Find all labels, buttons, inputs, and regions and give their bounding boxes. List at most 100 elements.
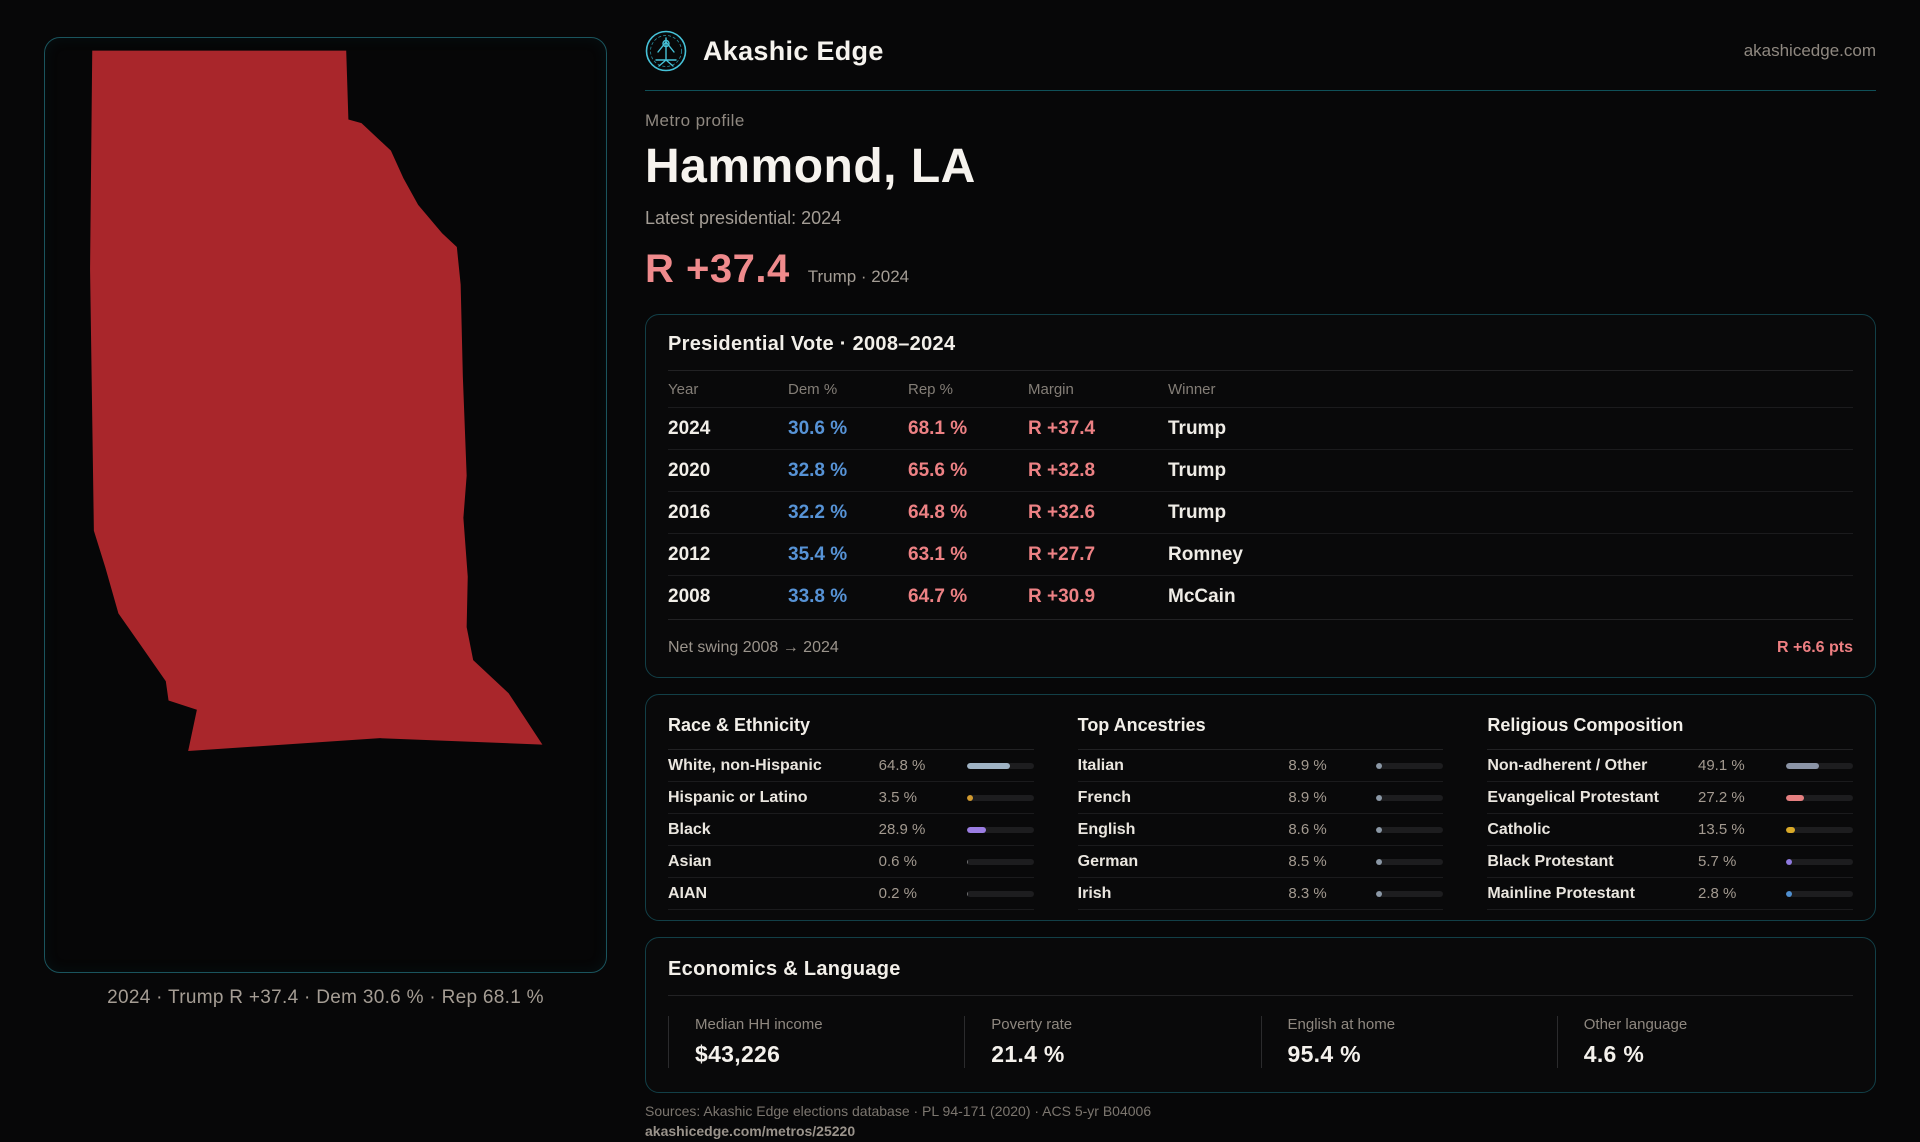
- demographic-value: 2.8 %: [1698, 885, 1772, 902]
- page-title: Hammond, LA: [645, 139, 1876, 194]
- vote-rep-pct: 68.1 %: [908, 418, 1008, 440]
- vote-margin: R +30.9: [1028, 586, 1148, 608]
- demographic-bar-track: [1786, 891, 1853, 897]
- demographic-bar-track: [967, 859, 1034, 865]
- demographic-bar-fill: [1786, 763, 1819, 769]
- demographic-bar-track: [1786, 827, 1853, 833]
- demographic-label: Asian: [668, 853, 879, 871]
- vote-dem-pct: 35.4 %: [788, 544, 888, 566]
- latest-presidential-label: Latest presidential: 2024: [645, 208, 1876, 229]
- demographic-label: AIAN: [668, 885, 879, 903]
- demographic-value: 0.2 %: [879, 885, 953, 902]
- demographic-bar-track: [1376, 763, 1443, 769]
- net-swing-value: R +6.6 pts: [1777, 639, 1853, 657]
- economic-stat-value: 4.6 %: [1584, 1041, 1853, 1068]
- headline-margin-block: R +37.4 Trump · 2024: [645, 247, 1876, 292]
- demographic-bar-track: [1376, 827, 1443, 833]
- demographic-bar-track: [1376, 859, 1443, 865]
- economic-stat-label: Poverty rate: [991, 1016, 1260, 1033]
- demographic-bar-track: [1786, 795, 1853, 801]
- vote-margin: R +37.4: [1028, 418, 1148, 440]
- demographic-bar-track: [967, 891, 1034, 897]
- topbar: Akashic Edge akashicedge.com: [645, 30, 1876, 72]
- economic-stat: Median HH income$43,226: [668, 1016, 964, 1068]
- col-winner: Winner: [1168, 381, 1853, 398]
- demographic-bar-track: [1376, 795, 1443, 801]
- col-margin: Margin: [1028, 381, 1148, 398]
- demographic-bar-track: [1376, 891, 1443, 897]
- demographic-label: French: [1078, 789, 1289, 807]
- demographic-label: English: [1078, 821, 1289, 839]
- demographic-value: 27.2 %: [1698, 789, 1772, 806]
- vote-dem-pct: 32.8 %: [788, 460, 888, 482]
- demographic-group-title: Religious Composition: [1487, 715, 1853, 750]
- demographic-bar-fill: [1376, 795, 1382, 801]
- demographic-bar-fill: [967, 763, 1010, 769]
- metro-map: [53, 46, 598, 964]
- vote-margin: R +32.8: [1028, 460, 1148, 482]
- sources-line: Sources: Akashic Edge elections database…: [645, 1101, 1876, 1121]
- demographic-value: 8.9 %: [1288, 789, 1362, 806]
- vote-dem-pct: 33.8 %: [788, 586, 888, 608]
- demographic-group-title: Race & Ethnicity: [668, 715, 1034, 750]
- demographic-label: German: [1078, 853, 1289, 871]
- demographic-value: 49.1 %: [1698, 757, 1772, 774]
- net-swing-row: Net swing 2008 → 2024 R +6.6 pts: [668, 619, 1853, 659]
- demographic-label: Non-adherent / Other: [1487, 757, 1698, 775]
- demographic-bar-fill: [1376, 827, 1382, 833]
- vote-table-header: Year Dem % Rep % Margin Winner: [668, 371, 1853, 407]
- demographic-label: Irish: [1078, 885, 1289, 903]
- vote-winner: Trump: [1168, 502, 1853, 524]
- vote-winner: McCain: [1168, 586, 1853, 608]
- demographic-label: Italian: [1078, 757, 1289, 775]
- demographic-bar-fill: [1786, 795, 1804, 801]
- demographic-label: Hispanic or Latino: [668, 789, 879, 807]
- demographic-value: 13.5 %: [1698, 821, 1772, 838]
- demographic-value: 8.3 %: [1288, 885, 1362, 902]
- demographic-value: 64.8 %: [879, 757, 953, 774]
- brand-name: Akashic Edge: [703, 36, 884, 67]
- headline-margin-note: Trump · 2024: [808, 267, 909, 287]
- vote-card-title: Presidential Vote · 2008–2024: [668, 333, 1853, 356]
- akashic-edge-logo-icon: [645, 30, 687, 72]
- demographic-bar-fill: [967, 795, 973, 801]
- demographic-bar-track: [1786, 763, 1853, 769]
- permalink-link[interactable]: akashicedge.com/metros/25220: [645, 1123, 855, 1139]
- demographic-value: 8.9 %: [1288, 757, 1362, 774]
- demographic-value: 28.9 %: [879, 821, 953, 838]
- net-swing-label: Net swing 2008 → 2024: [668, 639, 839, 657]
- site-domain-link[interactable]: akashicedge.com: [1744, 41, 1876, 61]
- vote-year: 2008: [668, 586, 768, 608]
- demographic-value: 0.6 %: [879, 853, 953, 870]
- vote-margin: R +32.6: [1028, 502, 1148, 524]
- economic-stat-label: Median HH income: [695, 1016, 964, 1033]
- demographic-label: Black: [668, 821, 879, 839]
- demographic-bar-fill: [1376, 859, 1382, 865]
- headline-margin-value: R +37.4: [645, 247, 790, 292]
- metro-shape: [90, 51, 542, 751]
- demographic-bar-track: [1786, 859, 1853, 865]
- vote-year: 2012: [668, 544, 768, 566]
